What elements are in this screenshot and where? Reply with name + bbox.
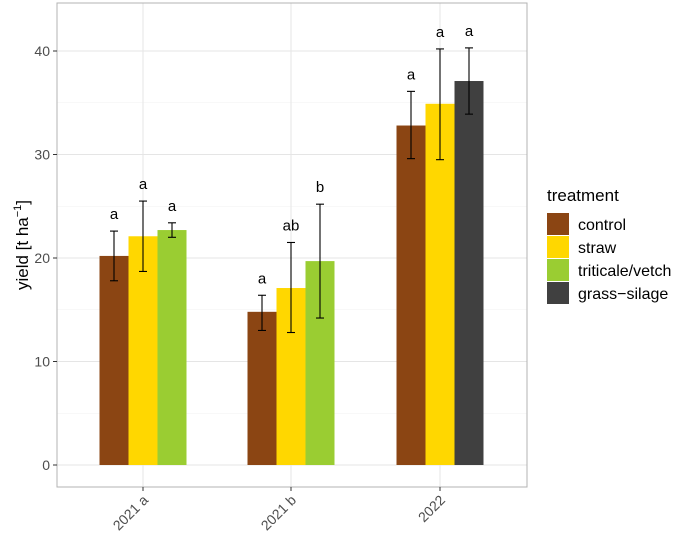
legend-title: treatment	[547, 186, 619, 205]
bar	[425, 103, 455, 465]
bar	[128, 236, 158, 465]
legend-key	[547, 282, 569, 304]
bar	[454, 81, 484, 465]
significance-letter: a	[436, 24, 445, 41]
y-tick-label: 40	[34, 43, 50, 59]
y-tick-label: 20	[34, 250, 50, 266]
y-axis-title-suffix: ]	[13, 200, 32, 205]
bar	[99, 255, 129, 465]
significance-letter: a	[139, 176, 148, 193]
bar	[247, 311, 277, 465]
legend-label: triticale/vetch	[578, 263, 671, 280]
significance-letter: a	[465, 23, 474, 40]
y-axis: 0 10 20 30 40	[34, 43, 57, 473]
bar	[157, 230, 187, 465]
significance-letter: b	[316, 179, 324, 196]
bar	[396, 125, 426, 466]
panel-border	[56, 2, 528, 488]
y-axis-title-main: yield [t ha	[13, 217, 32, 290]
legend-key	[547, 259, 569, 281]
significance-letter: ab	[283, 217, 300, 234]
y-axis-title-superscript: −1	[12, 205, 24, 218]
y-tick-label: 30	[34, 147, 50, 163]
significance-letter: a	[258, 270, 267, 287]
significance-letter: a	[407, 66, 416, 83]
bars	[99, 81, 484, 466]
legend: treatment control straw triticale/vetch gra…	[547, 186, 671, 304]
y-tick-label: 0	[42, 457, 50, 473]
legend-label: straw	[578, 240, 617, 257]
legend-key	[547, 236, 569, 258]
y-tick-label: 10	[34, 354, 50, 370]
y-axis-title: yield [t ha−1]	[12, 200, 32, 290]
legend-label: control	[578, 217, 626, 234]
significance-letter: a	[168, 198, 177, 215]
error-bars	[110, 47, 473, 334]
legend-label: grass−silage	[578, 286, 668, 303]
significance-letters: a a a a ab b a a a	[110, 23, 474, 287]
significance-letter: a	[110, 206, 119, 223]
legend-key	[547, 213, 569, 235]
